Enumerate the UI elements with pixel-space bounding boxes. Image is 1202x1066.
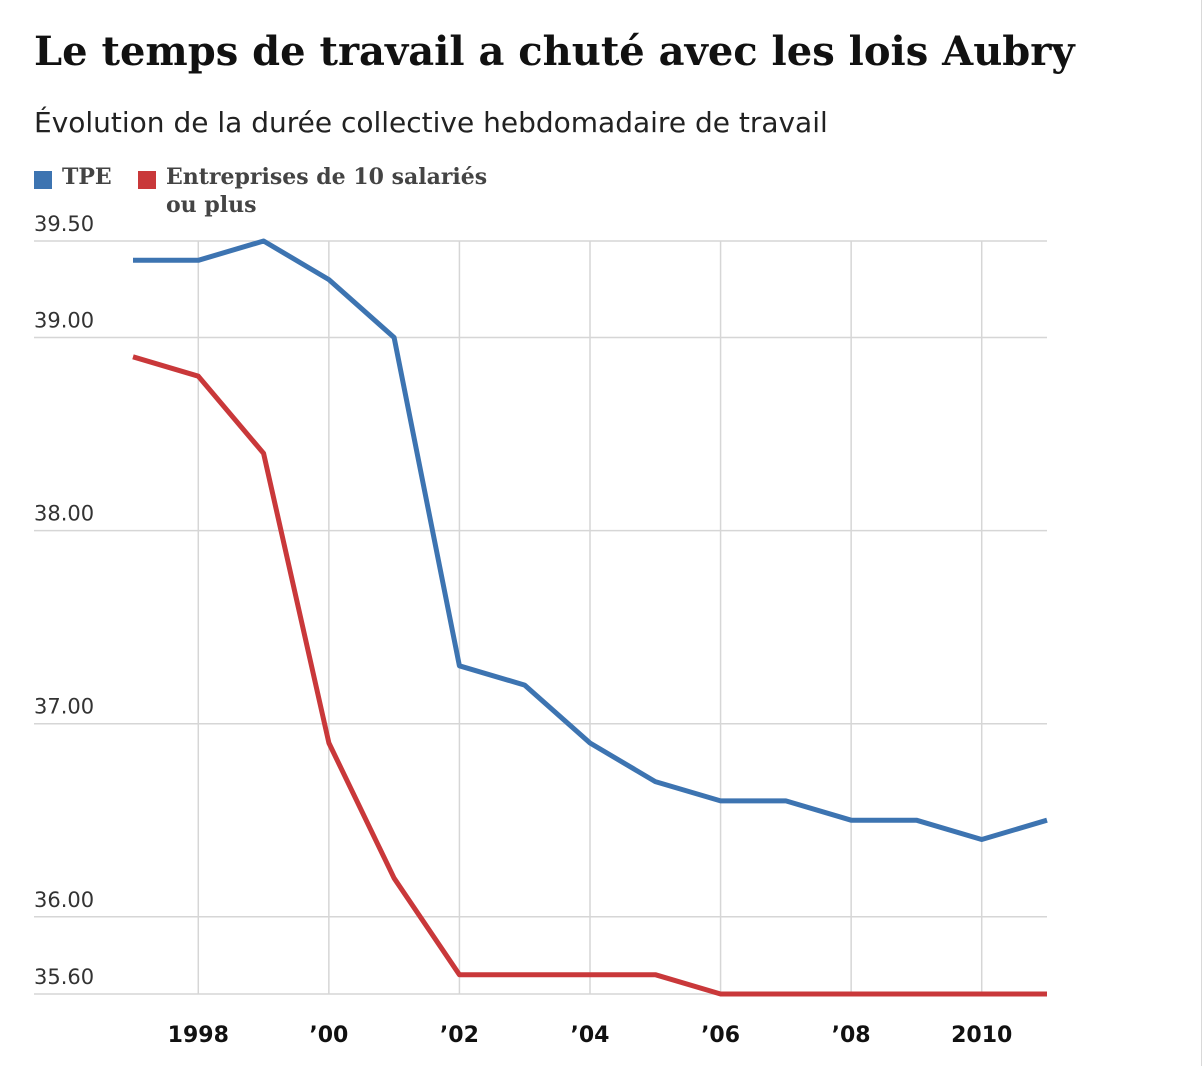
legend-swatch-entreprises [138, 171, 156, 189]
legend-label-tpe: TPE [62, 164, 112, 190]
x-tick-label: ’06 [701, 1023, 740, 1048]
y-tick-label: 35.60 [34, 965, 94, 989]
legend-label-line-2: ou plus [166, 192, 257, 218]
y-tick-label: 36.00 [34, 888, 94, 912]
x-tick-label: ’04 [571, 1023, 610, 1048]
chart-title: Le temps de travail a chuté avec les loi… [34, 28, 1075, 75]
x-tick-label: 1998 [168, 1023, 229, 1048]
series-line-entreprises [132, 354, 1047, 997]
y-tick-label: 39.50 [34, 212, 94, 236]
y-tick-label: 39.00 [34, 309, 94, 333]
legend-label-line-1: Entreprises de 10 salariés [166, 164, 488, 190]
legend-label-entreprises: Entreprises de 10 salariés ou plus [166, 163, 487, 219]
x-tick-label: 2010 [951, 1023, 1012, 1048]
x-tick-label: ’02 [440, 1023, 479, 1048]
series-line-tpe [133, 238, 1048, 842]
x-tick-label: ’00 [309, 1023, 348, 1048]
y-tick-label: 38.00 [34, 502, 94, 526]
chart-subtitle: Évolution de la durée collective hebdoma… [34, 106, 828, 139]
x-tick-label: ’08 [832, 1023, 871, 1048]
y-tick-label: 37.00 [34, 695, 94, 719]
legend-swatch-tpe [34, 171, 52, 189]
